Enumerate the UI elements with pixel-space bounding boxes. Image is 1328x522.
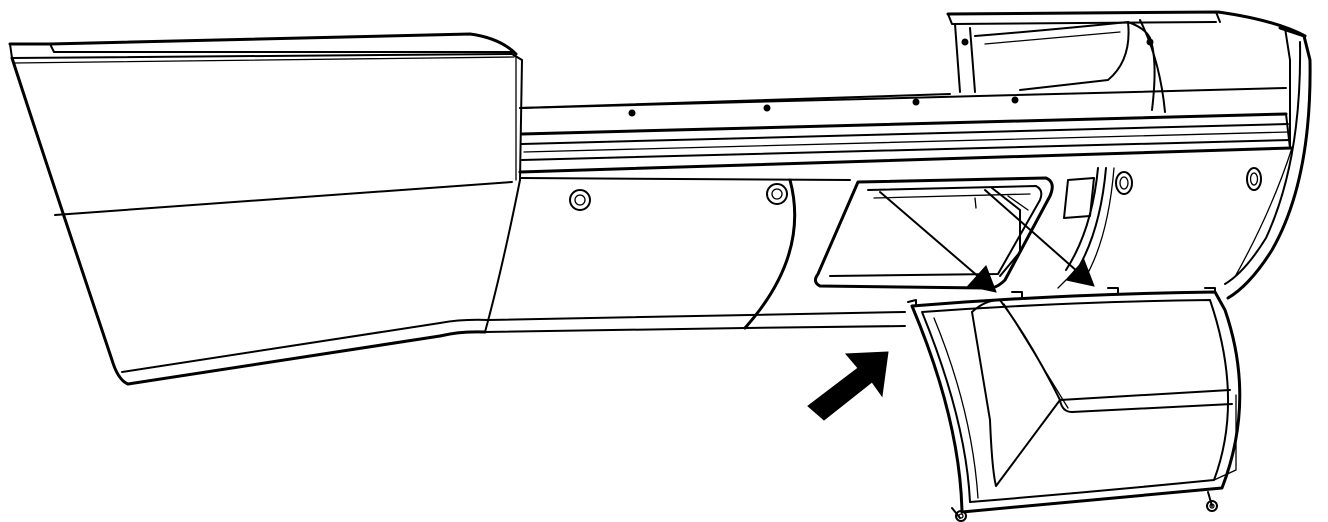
left-top-cap — [8, 32, 518, 56]
left-end-outline — [10, 56, 130, 386]
arrow-icon — [984, 189, 1095, 287]
right-end-section — [946, 10, 1312, 300]
upper-pocket-hole-2 — [1146, 38, 1154, 46]
rail-hole-3 — [912, 98, 920, 106]
recessed-opening — [813, 176, 1054, 290]
upper-pocket-hole-1 — [961, 38, 969, 46]
rail-hole-2 — [763, 104, 771, 112]
clip-icon — [1206, 491, 1218, 512]
rail-hole-4 — [1011, 96, 1019, 104]
closeout-panel — [907, 287, 1242, 522]
rail-hole-1 — [628, 109, 636, 117]
installation-arrow — [807, 351, 889, 421]
grommet-center — [766, 183, 788, 205]
alignment-arrows — [879, 189, 1095, 293]
arrow-icon — [807, 351, 889, 421]
left-end-section — [8, 32, 523, 386]
retainer-tab — [1063, 177, 1095, 219]
grommet-left — [569, 189, 591, 211]
grommet-right-b — [1246, 167, 1262, 191]
clip-icon — [951, 507, 967, 522]
arrow-icon — [879, 191, 997, 293]
upper-channel-rail — [518, 87, 1294, 174]
grommet-right-a — [1115, 171, 1133, 195]
